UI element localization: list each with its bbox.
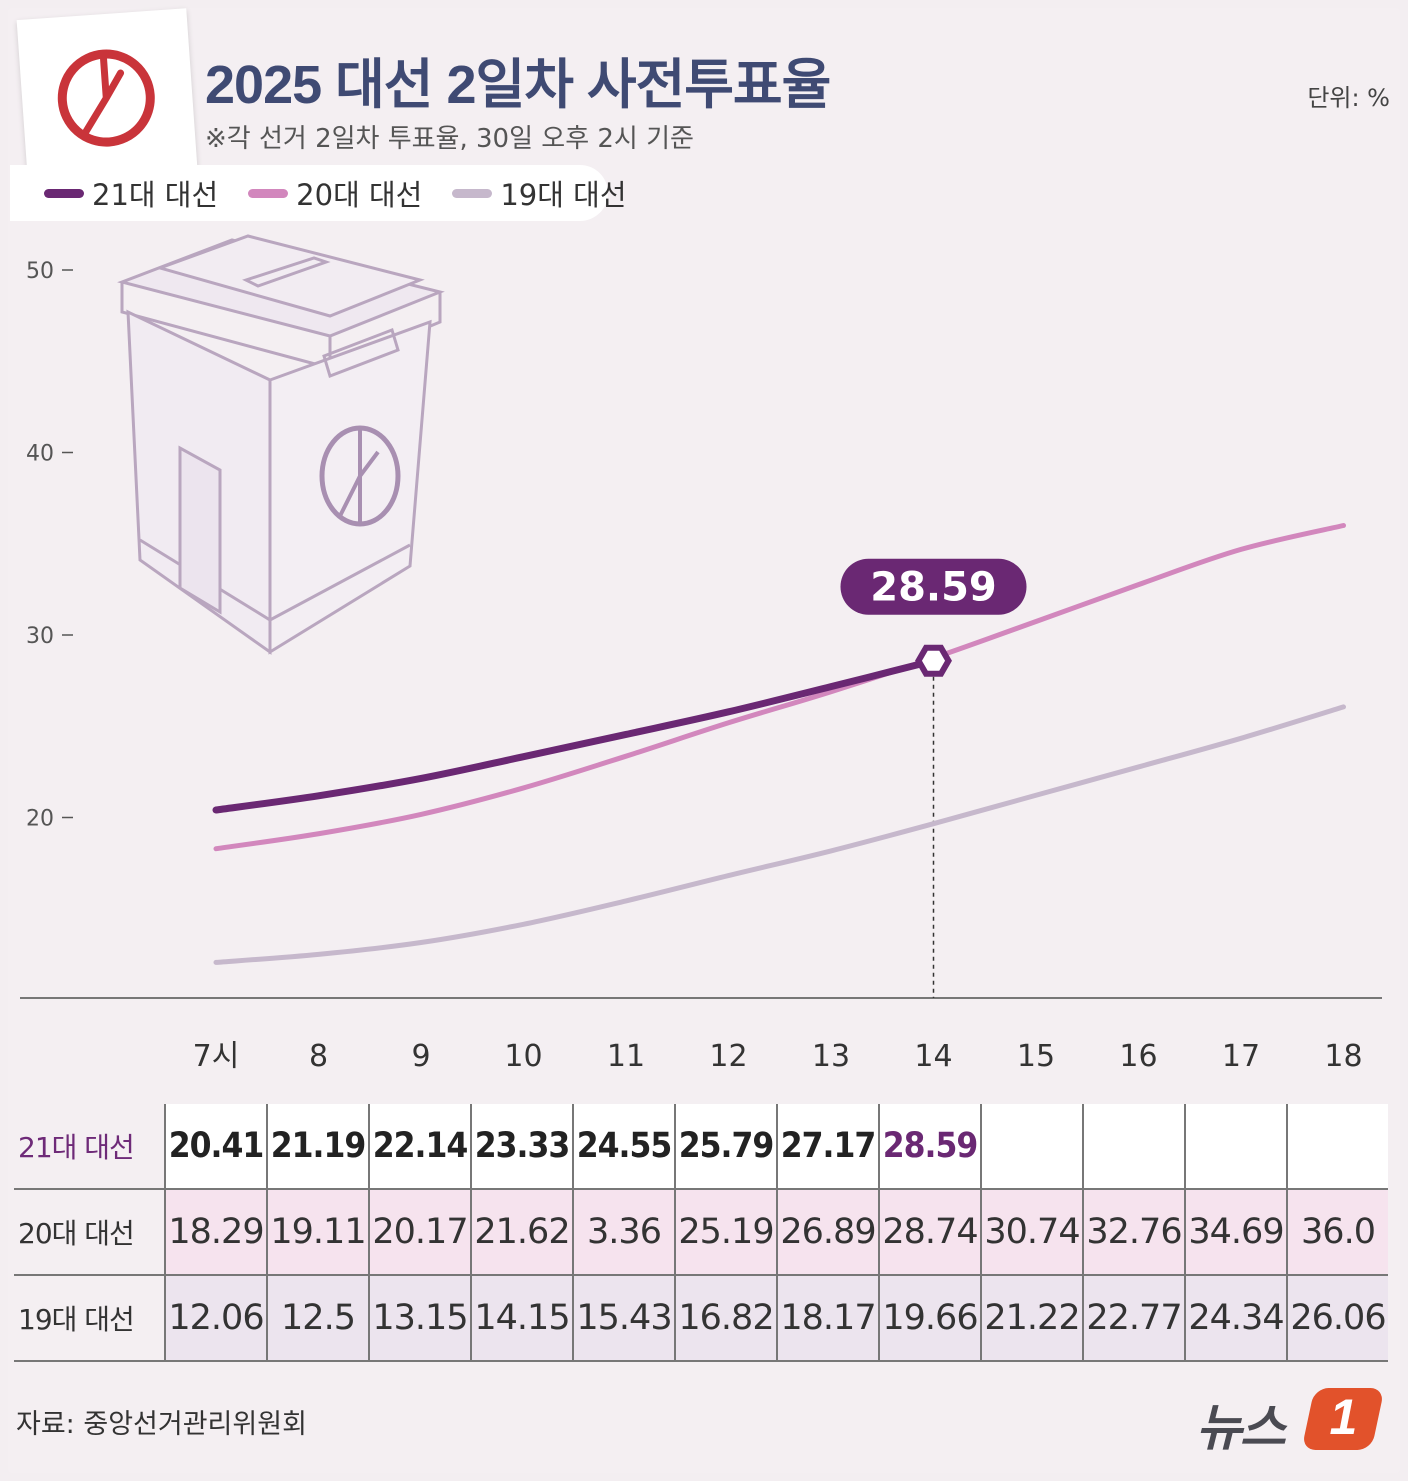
legend-label: 21대 대선: [92, 178, 219, 212]
table-row: 21대 대선 20.41 21.19 22.14 23.33 24.55 25.79 27.1…: [14, 1104, 1388, 1189]
table-cell: 16.82: [674, 1275, 777, 1361]
table-cell: 24.34: [1184, 1275, 1287, 1361]
source-note: 자료: 중앙선거관리위원회: [16, 1409, 307, 1440]
x-tick-label: 11: [607, 1039, 645, 1074]
table-row-label: 21대 대선: [18, 1131, 135, 1164]
table-cell: 36.0: [1286, 1189, 1388, 1275]
table-cell: 30.74: [980, 1189, 1083, 1275]
logo-badge-number: 1: [1329, 1389, 1358, 1445]
x-tick-label: 18: [1324, 1039, 1362, 1074]
table-cell: 24.55: [572, 1104, 675, 1189]
chart-title: 2025 대선 2일차 사전투표율: [205, 55, 831, 115]
legend-item: 19대 대선: [452, 172, 627, 214]
table-cell: 28.74: [878, 1189, 981, 1275]
table-row: 20대 대선 18.29 19.11 20.17 21.62 3.36 25.19 26.89…: [14, 1189, 1388, 1275]
series-line-1: [213, 523, 1346, 852]
x-tick-label: 10: [504, 1039, 542, 1074]
table-cell: 21.22: [980, 1275, 1083, 1361]
vote-stamp-icon: [57, 49, 155, 147]
legend-swatch: [44, 188, 84, 198]
table-cell: 12.06: [164, 1275, 267, 1361]
y-tick-label: 40: [26, 442, 54, 467]
legend-label: 20대 대선: [296, 178, 423, 212]
table-cell: 18.29: [164, 1189, 267, 1275]
table-cell: 15.43: [572, 1275, 675, 1361]
table-cell: 26.06: [1286, 1275, 1388, 1361]
table-cell: 14.15: [470, 1275, 573, 1361]
legend-swatch: [452, 188, 493, 198]
y-tick-label: 50: [26, 259, 54, 284]
table-cell: 19.11: [266, 1189, 369, 1275]
unit-label: 단위: %: [1307, 84, 1390, 112]
series-line-2: [213, 704, 1346, 965]
legend-item: 20대 대선: [248, 172, 422, 214]
x-tick-label: 17: [1222, 1039, 1260, 1074]
legend-item: 21대 대선: [44, 172, 218, 214]
highlight-point-marker: [915, 644, 952, 677]
y-tick-label: 30: [26, 624, 54, 649]
table-cell: 21.62: [470, 1189, 573, 1275]
x-tick-label: 9: [411, 1039, 430, 1074]
x-tick-label: 14: [914, 1039, 952, 1074]
x-tick-label: 7시: [193, 1039, 240, 1074]
table-cell: 13.15: [368, 1275, 471, 1361]
table-cell: 25.79: [674, 1104, 777, 1189]
table-cell: [1184, 1104, 1287, 1189]
y-tick-label: 20: [26, 807, 54, 832]
table-row-label: 20대 대선: [18, 1217, 135, 1250]
table-cell: [980, 1104, 1083, 1189]
x-tick-label: 16: [1119, 1039, 1157, 1074]
table-cell: 18.17: [776, 1275, 879, 1361]
table-cell: 28.59: [878, 1104, 981, 1189]
data-table: 21대 대선 20.41 21.19 22.14 23.33 24.55 25.79 27.1…: [14, 1104, 1388, 1362]
legend-swatch: [248, 188, 289, 198]
highlight-callout: [840, 558, 1027, 615]
table-cell: [1082, 1104, 1185, 1189]
table-cell: 19.66: [878, 1275, 981, 1361]
ballot-box-icon: [117, 234, 445, 655]
table-cell: 22.77: [1082, 1275, 1185, 1361]
table-cell: 3.36: [572, 1189, 675, 1275]
ballot-stamp-card: [16, 8, 198, 180]
line-chart: 20 30 40 50 7시 8 9 10 11 12 13 14 15 16 17 18 28.59: [20, 234, 1382, 1074]
table-cell: 26.89: [776, 1189, 879, 1275]
table-cell: 20.41: [164, 1104, 267, 1189]
x-tick-label: 15: [1017, 1039, 1055, 1074]
table-row: 19대 대선 12.06 12.5 13.15 14.15 15.43 16.82 18.17…: [14, 1275, 1388, 1361]
table-cell: 21.19: [266, 1104, 369, 1189]
table-cell: 27.17: [776, 1104, 879, 1189]
table-row-label: 19대 대선: [18, 1303, 135, 1336]
news1-logo: 뉴스 1: [1196, 1384, 1396, 1456]
table-cell: 20.17: [368, 1189, 471, 1275]
logo-text: 뉴스: [1196, 1400, 1286, 1456]
highlight-callout-value: 28.59: [870, 565, 997, 611]
logo-badge: 1: [1301, 1388, 1385, 1450]
table-cell: 34.69: [1184, 1189, 1287, 1275]
series-line-0: [212, 657, 937, 814]
x-tick-label: 12: [709, 1039, 747, 1074]
table-cell: 23.33: [470, 1104, 573, 1189]
x-tick-label: 8: [309, 1039, 328, 1074]
table-cell: [1286, 1104, 1388, 1189]
table-cell: 25.19: [674, 1189, 777, 1275]
legend-label: 19대 대선: [500, 178, 627, 212]
table-cell: 12.5: [266, 1275, 369, 1361]
chart-subtitle: ※각 선거 2일차 투표율, 30일 오후 2시 기준: [205, 124, 694, 154]
legend: 21대 대선 20대 대선 19대 대선: [10, 165, 627, 221]
table-cell: 22.14: [368, 1104, 471, 1189]
x-tick-label: 13: [812, 1039, 850, 1074]
table-cell: 32.76: [1082, 1189, 1185, 1275]
